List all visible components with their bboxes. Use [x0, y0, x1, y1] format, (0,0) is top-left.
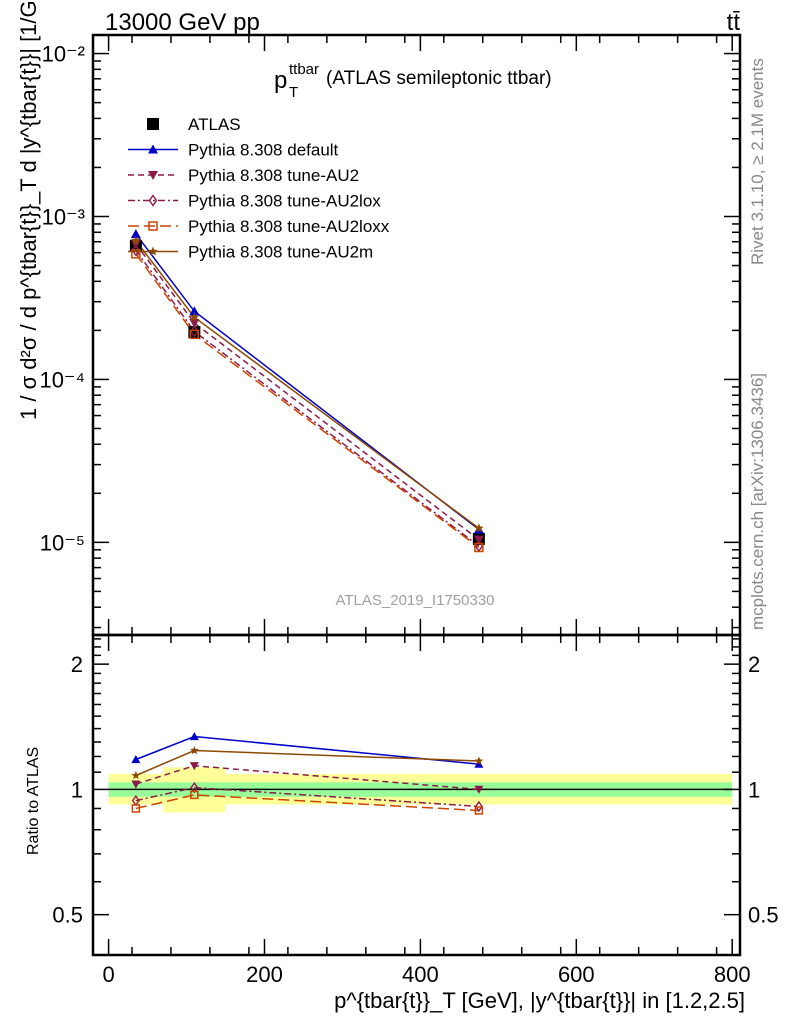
legend-label-1: Pythia 8.308 default — [188, 141, 339, 160]
series-2-ratio-point-2 — [474, 785, 484, 794]
y-tick-label-1: 10⁻⁴ — [39, 367, 85, 392]
ratio-tick-label-right-0: 0.5 — [748, 903, 779, 928]
header-energy: 13000 GeV pp — [105, 9, 260, 36]
series-3-line — [135, 249, 480, 547]
ratio-y-axis-title: Ratio to ATLAS — [25, 747, 42, 855]
series-1-ratio-point-2 — [474, 759, 484, 768]
series-5-ratio-point-2 — [474, 756, 484, 765]
y-axis-title: 1 / σ d²σ / d p^{tbar{t}}_T d |y^{tbar{t… — [16, 0, 41, 420]
series-4-ratio-point-1 — [190, 790, 199, 800]
ratio-uncertainty-bands — [108, 767, 733, 813]
ratio-tick-label-left-1: 1 — [71, 777, 83, 802]
x-tick-label-2: 400 — [402, 962, 439, 987]
title-text: (ATLAS semileptonic ttbar) — [326, 68, 552, 89]
title-superscript: ttbar — [289, 61, 319, 78]
legend-marker-4 — [148, 221, 158, 231]
series-4-point-0 — [131, 249, 141, 259]
header-process: tt̄ — [727, 9, 741, 36]
legend-marker-5 — [148, 246, 158, 256]
data-markers — [129, 229, 485, 815]
legend-label-3: Pythia 8.308 tune-AU2lox — [188, 192, 381, 211]
legend-label-2: Pythia 8.308 tune-AU2 — [188, 166, 359, 185]
series-1-ratio-point-1 — [189, 732, 199, 741]
series-4-ratio-point-2 — [474, 806, 484, 815]
series-1-point-0 — [130, 229, 141, 239]
series-2-ratio-point-1 — [189, 762, 199, 771]
series-4-ratio-point-0 — [131, 804, 141, 813]
series-5-point-2 — [474, 523, 484, 533]
series-1-line — [135, 233, 480, 531]
axes: 0 200 400 600 800 10⁻⁵ 10⁻⁴ 10⁻³ 10⁻² 0.5 0.5 1 1 2 2 — [39, 35, 779, 987]
series-5-point-0 — [131, 235, 141, 245]
title-symbol: p — [274, 67, 287, 94]
ratio-tick-label-left-2: 2 — [71, 652, 83, 677]
series-5-ratio-point-1 — [190, 746, 199, 755]
ratio-panel-frame — [91, 633, 742, 957]
series-1-point-1 — [189, 306, 200, 316]
mcplots-label: mcplots.cern.ch [arXiv:1306.3436] — [748, 373, 767, 630]
series-5-point-1 — [189, 312, 200, 322]
x-axis-title: p^{tbar{t}}_T [GeV], |y^{tbar{t}}| in [1… — [334, 988, 745, 1013]
y-tick-label-0: 10⁻⁵ — [40, 530, 85, 555]
series-2-line — [135, 243, 480, 541]
y-tick-label-3: 10⁻² — [42, 42, 85, 67]
series-4-ratio-line — [135, 794, 479, 812]
legend-label-4: Pythia 8.308 tune-AU2loxx — [188, 217, 390, 236]
x-tick-label-3: 600 — [558, 962, 595, 987]
legend-marker-2 — [148, 171, 158, 180]
series-5-ratio-point-0 — [131, 771, 141, 780]
series-3-ratio-point-2 — [474, 800, 483, 813]
series-3-point-0 — [131, 244, 141, 257]
main-series-lines — [135, 233, 480, 549]
series-4-point-1 — [189, 329, 200, 340]
ratio-tick-label-left-0: 0.5 — [52, 903, 83, 928]
legend-label-0: ATLAS — [188, 115, 241, 134]
series-2-ratio-point-0 — [131, 780, 141, 789]
title-subscript: T — [289, 84, 298, 101]
legend-marker-3 — [148, 194, 158, 207]
legend-label-5: Pythia 8.308 tune-AU2m — [188, 243, 373, 262]
series-3-ratio-line — [135, 786, 479, 808]
y-tick-label-2: 10⁻³ — [42, 204, 85, 229]
ratio-tick-label-right-2: 2 — [748, 652, 760, 677]
legend-marker-0 — [147, 118, 159, 130]
legend-marker-1 — [148, 144, 158, 154]
legend: ATLAS Pythia 8.308 default Pythia 8.308 tu… — [128, 115, 390, 262]
rivet-label: Rivet 3.1.10, ≥ 2.1M events — [748, 58, 767, 265]
series-4-point-2 — [474, 542, 484, 553]
x-tick-label-0: 0 — [102, 962, 114, 987]
series-2-point-1 — [189, 318, 200, 328]
chart-title: p ttbar T (ATLAS semileptonic ttbar) — [274, 61, 552, 101]
series-5-line — [135, 240, 480, 529]
series-1-ratio-line — [135, 735, 479, 765]
series-1-ratio-point-0 — [131, 754, 141, 764]
analysis-id: ATLAS_2019_I1750330 — [335, 592, 494, 609]
ratio-tick-label-right-1: 1 — [748, 777, 760, 802]
x-tick-label-1: 200 — [246, 962, 283, 987]
series-0-point-1 — [188, 326, 201, 339]
x-tick-label-4: 800 — [714, 962, 751, 987]
